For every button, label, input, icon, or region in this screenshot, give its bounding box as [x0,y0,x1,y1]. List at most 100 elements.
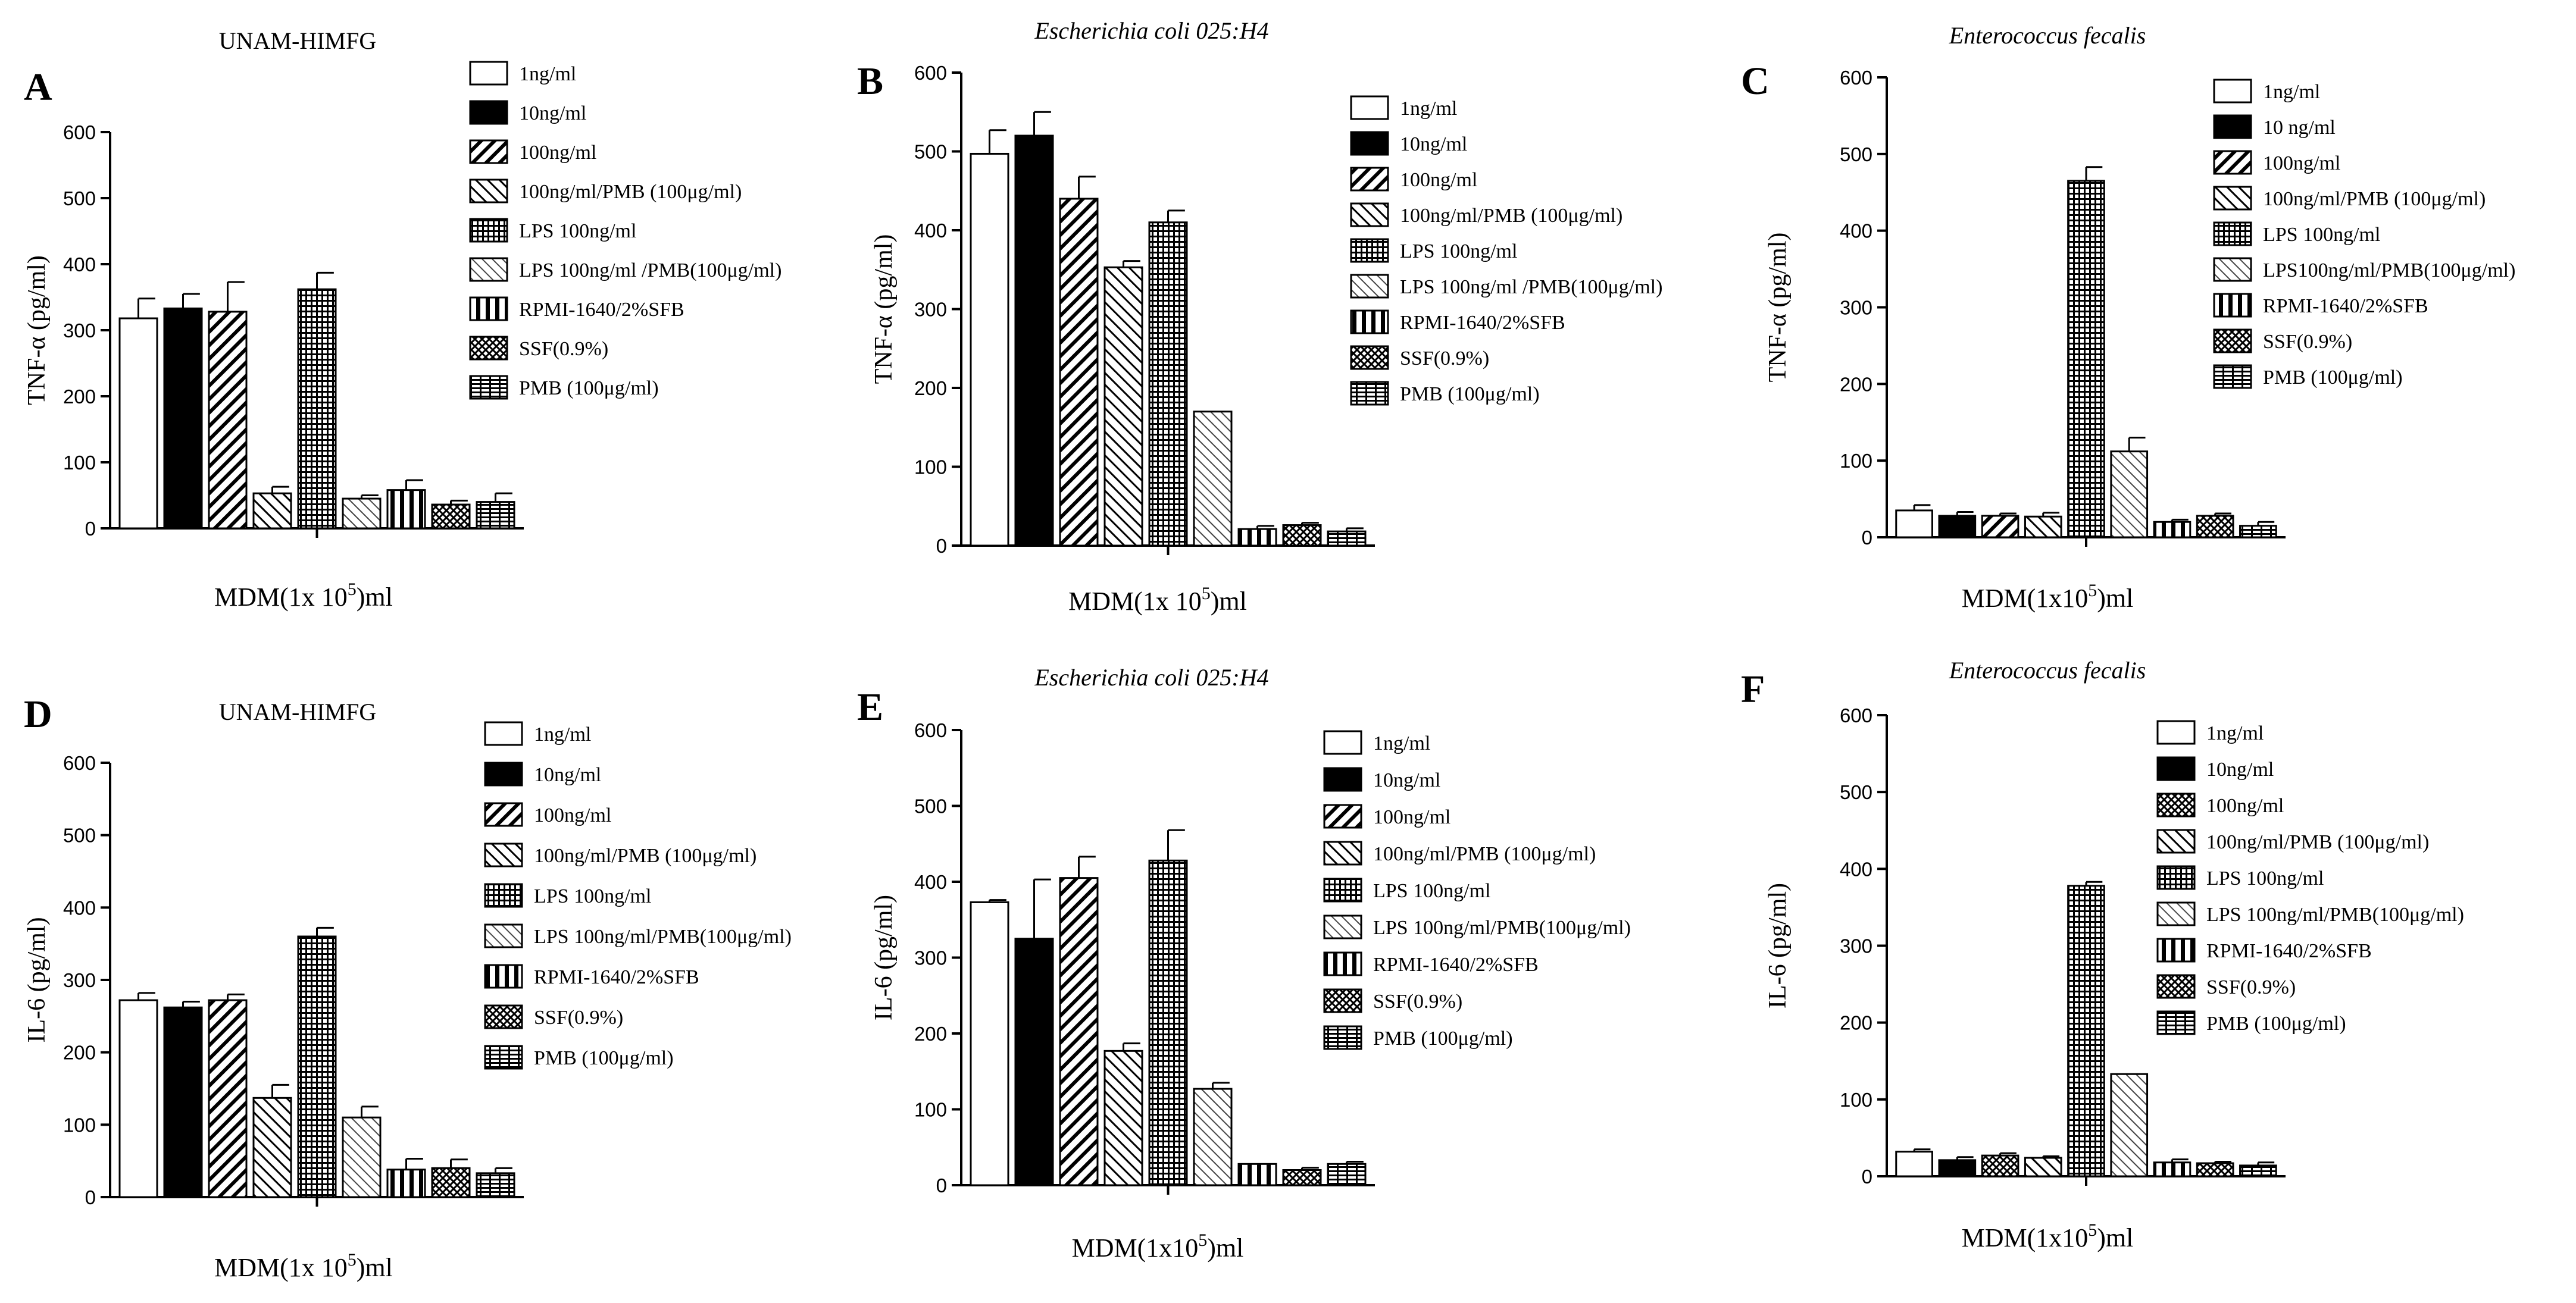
bar [297,935,337,1198]
bar [118,317,158,530]
bar [1895,1151,1933,1177]
y-tick-label: 600 [914,62,947,84]
legend-label: 10 ng/ml [2263,117,2336,139]
bar [163,1006,203,1198]
legend-label: RPMI-1640/2%SFB [534,966,699,988]
legend-label: 100ng/ml/PMB (100μg/ml) [1373,843,1596,865]
legend-swatch [469,375,508,400]
legend-swatch [2213,293,2252,318]
legend: 1ng/ml 10ng/ml 100ng/ml 100ng/ml/PMB (100μg… [2156,720,2464,1035]
panel-letter: E [857,685,883,729]
x-axis-label: MDM(1x105)ml [1962,581,2134,613]
bar [2110,450,2149,538]
legend-swatch [484,842,523,867]
legend-label: PMB (100μg/ml) [1400,383,1540,405]
chart-title: UNAM-HIMFG [219,27,376,54]
legend-swatch [1350,381,1389,406]
legend-label: 100ng/ml [2206,795,2284,817]
bar [2239,1164,2277,1177]
legend-swatch [469,296,508,321]
legend-swatch [1323,988,1362,1013]
bar [1327,1163,1367,1186]
bar [2024,515,2062,538]
bar [1014,938,1054,1186]
bar [2024,1157,2062,1177]
legend-swatch [2156,756,2196,781]
panel-b: B Escherichia coli 025:H4 0 100 200 300 400 500… [857,17,1662,616]
bar [970,152,1009,547]
y-tick-label: 400 [914,871,947,893]
y-tick-label: 200 [914,377,947,399]
y-tick-label: 100 [63,452,96,474]
legend-label: 1ng/ml [1400,98,1457,120]
legend-label: 100ng/ml [534,804,611,826]
legend-swatch [1323,1025,1362,1050]
legend-label: SSF(0.9%) [534,1007,623,1029]
panel-letter: B [857,59,883,103]
legend-label: LPS 100ng/ml [519,220,636,242]
bar [2196,1162,2234,1177]
bar [1059,198,1099,547]
legend-swatch [2156,829,2196,854]
y-tick-label: 500 [63,187,96,209]
legend-label: LPS 100ng/ml [2263,224,2380,246]
legend-label: 100ng/ml/PMB (100μg/ml) [534,845,756,867]
bar [1282,524,1322,547]
bar [1193,1088,1233,1186]
y-tick-label: 400 [1840,220,1872,242]
legend-label: 10ng/ml [2206,759,2274,781]
legend-swatch [484,1045,523,1070]
legend-label: 100ng/ml/PMB (100μg/ml) [519,181,742,203]
legend-swatch [1323,804,1362,829]
y-axis-label: TNF-α (pg/ml) [870,234,898,384]
panel-d: D UNAM-HIMFG 0 100 200 300 400 500 600 IL-6 (pg/m… [23,693,792,1282]
y-tick-label: 100 [63,1114,96,1136]
y-tick-label: 0 [85,518,96,540]
legend-swatch [1350,309,1389,334]
legend-swatch [469,336,508,361]
bar [342,497,382,530]
legend-label: LPS100ng/ml/PMB(100μg/ml) [2263,259,2515,281]
legend-swatch [1350,202,1389,227]
bar [1981,1154,2019,1177]
bar [2196,515,2234,538]
bar [2153,1161,2192,1177]
panel-letter: F [1741,668,1765,711]
y-tick-label: 200 [1840,373,1872,395]
legend-label: RPMI-1640/2%SFB [519,299,684,321]
legend-label: 1ng/ml [1373,732,1430,754]
y-tick-label: 200 [1840,1012,1872,1034]
bar [1014,134,1054,547]
bar [208,311,248,530]
bar [970,901,1009,1186]
legend-label: LPS 100ng/ml/PMB(100μg/ml) [1373,917,1631,939]
legend-swatch [1323,767,1362,792]
legend-swatch [484,923,523,948]
legend-label: SSF(0.9%) [519,338,608,360]
bar [2067,180,2105,538]
legend: 1ng/ml 10ng/ml 100ng/ml 100ng/ml/PMB (100μg… [469,61,781,400]
legend-label: 1ng/ml [2206,722,2264,744]
panel-f: F Enterococcus fecalis 0 100 200 300 400 500 600… [1741,657,2464,1252]
y-tick-label: 100 [914,456,947,478]
x-axis-label: MDM(1x105)ml [1072,1230,1244,1263]
legend-swatch [469,257,508,282]
x-axis-label: MDM(1x 105)ml [214,580,393,612]
panel-c: C Enterococcus fecalis 0 100 200 300 400 500 600… [1741,22,2515,613]
legend-label: LPS 100ng/ml/PMB(100μg/ml) [534,926,792,948]
legend-swatch [1350,167,1389,192]
bar [431,1167,471,1198]
bar [1193,411,1233,547]
y-tick-label: 0 [936,1174,947,1196]
legend-label: 10ng/ml [519,102,586,124]
bar [386,1169,426,1198]
legend-swatch [1350,95,1389,120]
y-tick-label: 500 [914,795,947,817]
x-axis-label: MDM(1x 105)ml [1068,584,1247,616]
bar [431,503,471,530]
legend-label: PMB (100μg/ml) [1373,1028,1513,1050]
legend-label: 100ng/ml [2263,152,2340,174]
legend-label: 100ng/ml [1400,169,1477,191]
legend-swatch [2213,221,2252,246]
bar [2239,525,2277,538]
